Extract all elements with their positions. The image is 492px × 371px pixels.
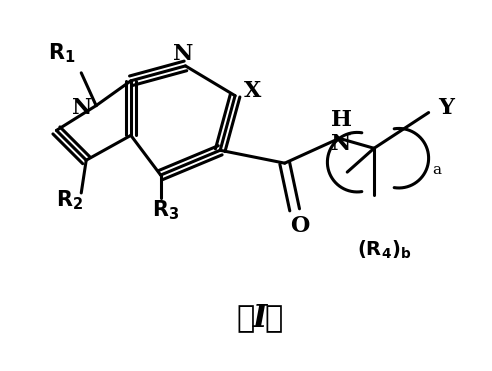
Text: O: O	[290, 215, 309, 237]
Text: N: N	[331, 133, 351, 155]
Text: $\mathbf{R_1}$: $\mathbf{R_1}$	[48, 41, 75, 65]
Text: a: a	[432, 163, 441, 177]
Text: N: N	[72, 96, 92, 119]
Text: H: H	[331, 109, 352, 131]
Text: （: （	[237, 305, 255, 334]
Text: X: X	[244, 80, 262, 102]
Text: N: N	[173, 43, 194, 65]
Text: ）: ）	[265, 305, 283, 334]
Text: $\mathbf{(R_4)_b}$: $\mathbf{(R_4)_b}$	[357, 238, 411, 261]
Text: $\mathbf{R_3}$: $\mathbf{R_3}$	[152, 198, 179, 221]
Text: $\mathbf{R_2}$: $\mathbf{R_2}$	[56, 188, 83, 212]
Text: Y: Y	[438, 96, 455, 119]
Text: I: I	[253, 303, 267, 335]
